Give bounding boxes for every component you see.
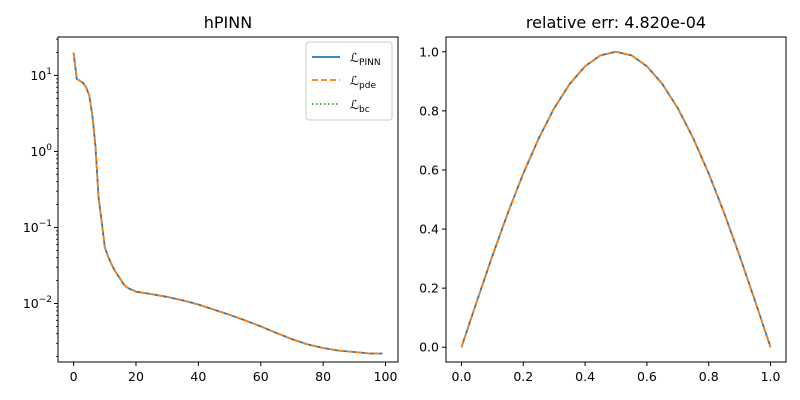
legend-label-pinn-main: ℒ — [350, 50, 359, 65]
y-tick-label: 10−1 — [23, 219, 52, 235]
loss-panel-ticks: 0 20 40 60 80 100 10−2 10−1 100 101 — [23, 38, 398, 384]
y-tick-label: 10−2 — [23, 295, 52, 311]
solution-panel-title: relative err: 4.820e-04 — [526, 13, 706, 32]
x-tick-label: 100 — [374, 369, 398, 384]
loss-panel-frame — [57, 36, 399, 363]
x-tick-label: 0.0 — [452, 369, 472, 384]
y-tick-label: 101 — [30, 67, 52, 83]
x-tick-label: 0.4 — [575, 369, 595, 384]
legend-label-pinn: ℒPINN — [350, 50, 381, 68]
x-tick-label: 60 — [253, 369, 269, 384]
solution-panel-ticks: 0.0 0.2 0.4 0.6 0.8 1.0 0.0 0.2 0.4 0.6 0.8 1.0 — [419, 44, 780, 384]
series-line-1 — [72, 52, 383, 355]
legend-label-pde-sub: pde — [359, 81, 376, 91]
x-tick-label: 0.8 — [699, 369, 719, 384]
x-tick-label: 80 — [315, 369, 331, 384]
series-line-1 — [460, 50, 772, 348]
y-tick-label: 0.0 — [419, 340, 439, 355]
legend-box — [305, 41, 393, 121]
x-tick-label: 0.2 — [513, 369, 533, 384]
solution-panel: relative err: 4.820e-04 0.0 0.2 0.4 0.6 0.8 1… — [419, 13, 787, 384]
legend-label-pde-main: ℒ — [350, 73, 359, 88]
legend-label-bc-sub: bc — [359, 105, 370, 115]
legend-label-pinn-sub: PINN — [359, 58, 381, 68]
solution-panel-lines — [460, 50, 772, 348]
loss-panel-lines — [72, 52, 383, 355]
x-tick-label: 40 — [190, 369, 206, 384]
legend-label-bc-main: ℒ — [350, 97, 359, 112]
legend-label-bc: ℒbc — [350, 97, 370, 115]
y-tick-label: 0.8 — [419, 103, 439, 118]
legend-label-pde: ℒpde — [350, 73, 376, 91]
solution-panel-frame — [445, 36, 787, 363]
y-tick-label: 0.4 — [419, 222, 439, 237]
y-tick-label: 100 — [30, 143, 52, 159]
y-tick-label: 0.6 — [419, 162, 439, 177]
loss-panel-title: hPINN — [204, 13, 252, 32]
y-tick-label: 1.0 — [419, 44, 439, 59]
y-tick-label: 0.2 — [419, 281, 439, 296]
x-tick-label: 0.6 — [637, 369, 657, 384]
x-tick-label: 1.0 — [761, 369, 781, 384]
x-tick-label: 0 — [70, 369, 78, 384]
x-tick-label: 20 — [128, 369, 144, 384]
loss-legend: ℒPINN ℒpde ℒbc — [305, 41, 393, 121]
